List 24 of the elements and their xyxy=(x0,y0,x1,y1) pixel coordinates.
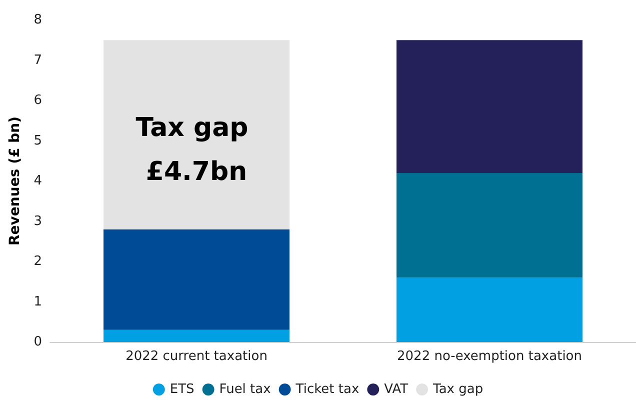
legend-label: Fuel tax xyxy=(219,382,272,397)
legend-label: VAT xyxy=(384,382,408,397)
y-tick-label: 5 xyxy=(34,133,42,148)
y-tick-label: 7 xyxy=(34,52,42,68)
legend-label: Tax gap xyxy=(432,382,484,397)
legend-label: Ticket tax xyxy=(294,382,360,397)
bar xyxy=(396,278,582,342)
bar xyxy=(396,172,582,278)
y-tick-label: 6 xyxy=(34,93,42,108)
y-tick-label: 0 xyxy=(34,334,42,350)
x-tick-label: 2022 current taxation xyxy=(126,349,268,364)
legend-label: ETS xyxy=(170,382,194,397)
annotation: Tax gap £4.7bn xyxy=(136,113,258,187)
y-tick-label: 3 xyxy=(34,214,42,229)
bar xyxy=(396,40,582,173)
bar xyxy=(104,40,290,230)
bar xyxy=(104,330,290,342)
y-tick-label: 2 xyxy=(34,254,42,269)
bar xyxy=(104,229,290,330)
y-tick-label: 1 xyxy=(34,294,42,310)
x-tick-label: 2022 no-exemption taxation xyxy=(397,349,582,364)
y-tick-label: 8 xyxy=(34,12,42,28)
y-tick-label: 4 xyxy=(34,174,42,188)
y-axis-title: Revenues (£ bn) xyxy=(7,116,23,246)
